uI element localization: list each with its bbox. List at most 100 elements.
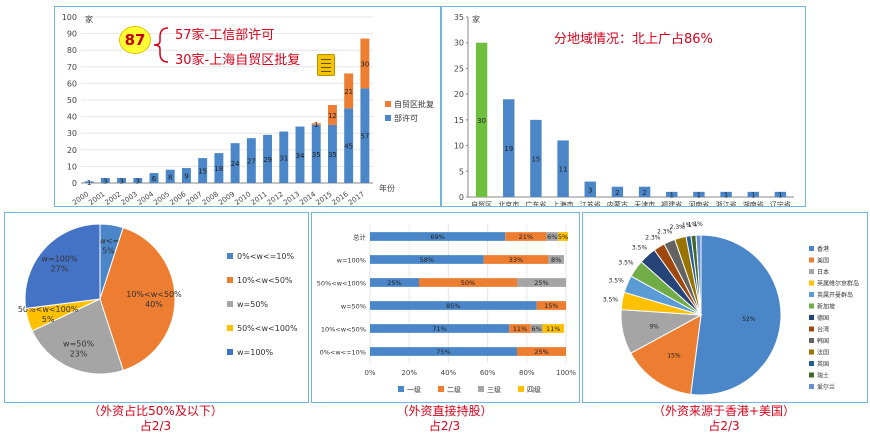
bar-segment xyxy=(344,108,354,183)
bar-value-label: 2 xyxy=(642,189,646,197)
bar xyxy=(530,119,542,197)
x-tick-label: 0% xyxy=(364,369,375,377)
x-tick-label: 2009 xyxy=(217,190,236,206)
bar-value-label: 45 xyxy=(344,143,353,151)
x-tick-label: 辽宁省 xyxy=(770,200,791,206)
bar-value-label: 1 xyxy=(314,121,318,129)
bar-value-label: 35 xyxy=(312,151,321,159)
legend-label: 法国 xyxy=(817,349,829,357)
legend-swatch xyxy=(227,301,233,307)
bar xyxy=(747,191,759,197)
miit-callout: 57家-工信部许可 xyxy=(175,28,275,43)
y-tick-label: 总计 xyxy=(353,233,367,242)
legend-label: 10%<w<50% xyxy=(237,276,293,285)
bar-segment xyxy=(536,301,566,310)
y-axis-label: 家 xyxy=(472,14,480,24)
y-tick-label: 50%<w<100% xyxy=(317,280,366,288)
y-tick-label: 5 xyxy=(459,167,464,176)
bar-value-label: 3 xyxy=(103,178,107,186)
bar xyxy=(584,181,596,197)
y-tick-label: 50 xyxy=(67,96,77,105)
x-tick-label: 天津市 xyxy=(634,200,655,206)
legend-label: 德国 xyxy=(817,314,829,322)
legend-swatch xyxy=(385,101,391,107)
bar-segment xyxy=(311,124,321,183)
x-tick-label: 2011 xyxy=(250,190,269,206)
bar-value-label: 15% xyxy=(544,302,558,310)
legend-swatch xyxy=(809,303,814,309)
bar-value-label: 5% xyxy=(558,233,568,241)
legend-swatch xyxy=(809,257,814,263)
region-title: 分地域情况：北上广占86% xyxy=(554,32,713,47)
bar-value-label: 11 xyxy=(559,166,568,174)
caption-holding: （外资直接持股） 占2/3 xyxy=(311,404,578,434)
pie-value-label: 15% xyxy=(667,353,681,360)
pie-value-label: 27% xyxy=(51,264,69,273)
legend-swatch xyxy=(227,325,233,331)
bar-segment xyxy=(360,38,370,89)
source-pie-chart: 52%15%9%3.5%3.5%3.5%3.5%2.3%2.3%2.3%1%1%… xyxy=(603,221,859,396)
legend-swatch xyxy=(809,315,814,320)
y-tick-label: 20 xyxy=(454,90,464,99)
bar-value-label: 1 xyxy=(751,191,755,199)
bar-segment xyxy=(546,232,559,241)
legend-swatch xyxy=(809,361,814,366)
bar-segment xyxy=(360,88,370,183)
y-tick-label: w=100% xyxy=(337,257,366,265)
bar-segment xyxy=(530,324,543,333)
legend-label: 0%<w<=10% xyxy=(237,252,295,261)
bar xyxy=(666,191,678,197)
pie-value-label: 1% xyxy=(688,221,698,228)
x-tick-label: 2016 xyxy=(331,190,351,206)
x-tick-label: 2000 xyxy=(71,190,90,206)
legend-label: 瑞士 xyxy=(817,372,829,380)
panel-regional: 0 5 10 15 20 25 30 35 家 30 自贸区 19 北京市 15 广东省 11 上海市 3 江苏省 2… xyxy=(441,6,806,207)
y-tick-label: 0 xyxy=(72,179,77,188)
bar xyxy=(475,42,488,197)
pie-value-label: 1% xyxy=(682,222,692,229)
y-tick-label: 90 xyxy=(67,30,77,39)
bar-value-label: 11% xyxy=(513,325,527,333)
legend-swatch xyxy=(227,253,233,259)
pie-value-label: 2.3% xyxy=(670,224,686,231)
ftz-callout: 30家-上海自贸区批复 xyxy=(175,53,301,68)
caption-source: （外资来源于香港+美国） 占2/3 xyxy=(582,404,866,434)
bar-value-label: 15 xyxy=(198,168,207,176)
pie-category-label: 10%<w<50% xyxy=(126,290,182,299)
y-tick-label: 60 xyxy=(67,79,77,88)
bar-segment xyxy=(517,347,566,356)
x-tick-label: 上海市 xyxy=(553,200,574,206)
legend-swatch xyxy=(227,349,233,355)
bar-value-label: 15 xyxy=(531,155,540,163)
caption-ownership-line2: 占2/3 xyxy=(139,419,172,433)
bar-segment xyxy=(133,178,143,183)
bar-value-label: 11% xyxy=(546,325,560,333)
panel-ownership-pie: 0%<w<=10% 5% 10%<w<50% 40% w=50% 23% 50%<w<100… xyxy=(4,212,309,403)
bar-value-label: 33% xyxy=(509,256,523,264)
legend-label: 美国 xyxy=(817,257,829,265)
x-tick-label: 北京市 xyxy=(498,200,519,206)
bar-value-label: 19 xyxy=(504,145,513,153)
caption-source-line1: （外资来源于香港+美国） xyxy=(652,404,796,418)
bar xyxy=(557,140,569,197)
holding-level-chart: 0% 20% 40% 60% 80% 100%总计 69% 21% 6% 5%w=100% 58% 3… xyxy=(317,225,576,394)
bar-value-label: 34 xyxy=(296,152,305,160)
bar-value-label: 25% xyxy=(534,279,548,287)
bar-value-label: 3 xyxy=(588,186,592,194)
pie-value-label: 2.3% xyxy=(657,228,673,235)
bar-segment xyxy=(558,232,568,241)
bar-value-label: 6% xyxy=(531,325,541,333)
x-tick-label: 2008 xyxy=(201,190,220,206)
bar-segment xyxy=(279,131,289,183)
caption-holding-line2: 占2/3 xyxy=(428,419,461,433)
bar-segment xyxy=(509,324,531,333)
legend-label: 部许可 xyxy=(394,113,418,123)
bar-segment xyxy=(246,138,256,183)
bar-segment xyxy=(149,173,159,183)
bar-value-label: 25% xyxy=(387,279,401,287)
bar-value-label: 30 xyxy=(477,117,486,125)
legend-swatch xyxy=(385,115,391,121)
caption-ownership-line1: （外资占比50%及以下） xyxy=(88,404,223,418)
x-tick-label: 内蒙古 xyxy=(607,200,628,206)
